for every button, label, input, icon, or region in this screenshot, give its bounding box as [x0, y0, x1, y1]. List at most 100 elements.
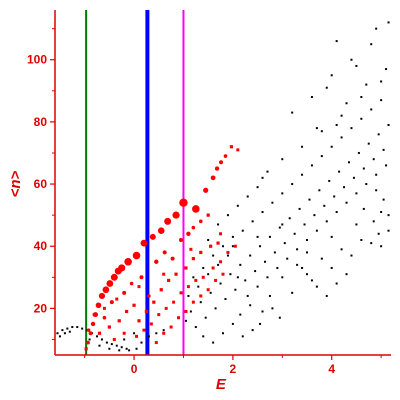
black-point [224, 298, 227, 301]
black-point [367, 142, 370, 145]
red-point [167, 278, 171, 283]
black-point [310, 279, 313, 282]
red-point [144, 309, 149, 314]
red-point [206, 288, 210, 292]
black-point [234, 288, 237, 291]
black-point [123, 338, 126, 341]
black-point [288, 217, 291, 220]
red-point [122, 331, 126, 335]
black-point [320, 130, 323, 133]
black-point [380, 80, 383, 83]
black-point [296, 248, 299, 251]
black-point [281, 276, 284, 279]
red-point [216, 241, 220, 245]
black-point [330, 266, 333, 269]
red-points-series [84, 145, 240, 351]
black-point [81, 327, 84, 330]
black-point [340, 114, 343, 117]
black-point [377, 232, 380, 235]
red-point [199, 294, 203, 298]
red-point [132, 251, 141, 260]
red-point [170, 256, 175, 261]
red-point [164, 217, 172, 225]
black-point [286, 257, 289, 260]
black-point [350, 58, 353, 61]
red-point [122, 290, 127, 295]
red-point [184, 266, 188, 270]
red-point [164, 306, 168, 310]
red-point [229, 145, 233, 149]
black-point [387, 124, 390, 126]
black-point [105, 341, 108, 344]
red-point [157, 313, 161, 317]
black-point [251, 329, 254, 332]
black-point [355, 223, 358, 226]
red-point [219, 232, 223, 236]
black-point [231, 322, 234, 325]
red-point [129, 281, 134, 286]
red-point [221, 272, 225, 276]
black-point [212, 341, 215, 344]
red-point [226, 250, 230, 254]
black-point [251, 220, 254, 223]
black-point [98, 344, 101, 347]
red-point [106, 280, 114, 287]
black-point [313, 214, 316, 217]
black-point [335, 211, 338, 214]
black-point [360, 117, 363, 120]
y-tick-label: 80 [34, 115, 48, 129]
black-point [387, 21, 390, 24]
red-point [149, 322, 153, 326]
red-point [214, 278, 218, 282]
red-point [162, 272, 166, 276]
black-point [291, 291, 294, 294]
black-point [382, 148, 385, 151]
red-point [179, 198, 188, 207]
black-point [222, 332, 224, 335]
red-point [189, 247, 193, 251]
black-point [281, 192, 284, 195]
black-point [241, 229, 244, 232]
black-point [202, 266, 205, 269]
black-point [298, 207, 301, 210]
black-point [345, 201, 348, 204]
red-point [154, 341, 158, 345]
black-point [372, 158, 375, 161]
black-point [278, 316, 281, 319]
black-point [76, 326, 79, 329]
red-point [102, 286, 110, 294]
black-point [273, 251, 276, 254]
black-point [360, 96, 363, 99]
black-point [350, 254, 353, 257]
black-point [133, 332, 136, 335]
black-point [231, 245, 234, 248]
black-point [385, 68, 388, 71]
black-point [340, 248, 343, 251]
black-point [219, 282, 222, 285]
black-point [204, 316, 207, 319]
red-point [147, 294, 151, 298]
black-point [202, 335, 205, 338]
red-point [219, 160, 224, 165]
black-point [239, 263, 242, 266]
black-point [387, 214, 390, 217]
black-point [199, 301, 202, 304]
black-point [68, 330, 71, 333]
x-tick-label: 0 [131, 362, 138, 376]
black-point [377, 133, 380, 136]
red-point [112, 337, 116, 341]
red-point [201, 275, 205, 279]
red-point [233, 244, 237, 248]
black-point [256, 235, 259, 238]
black-point [268, 235, 271, 238]
red-point [194, 278, 198, 282]
red-point [125, 309, 129, 314]
red-point [118, 264, 126, 272]
black-point [241, 335, 244, 338]
red-point [191, 257, 195, 261]
red-point [140, 239, 148, 247]
red-point [211, 266, 215, 270]
axes [54, 10, 391, 356]
black-point [194, 326, 197, 329]
black-point [315, 285, 318, 288]
